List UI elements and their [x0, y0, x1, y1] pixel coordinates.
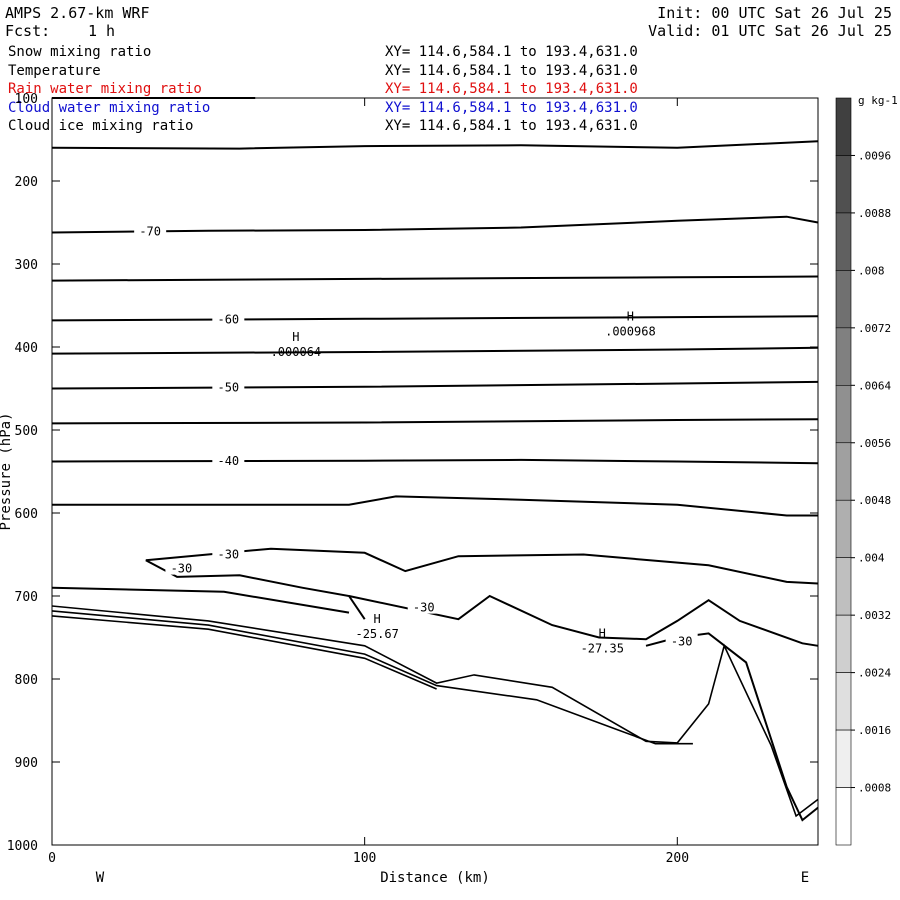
y-tick-label: 100 [15, 92, 38, 107]
terrain-line [51, 615, 437, 690]
contour-label: -40 [217, 454, 239, 468]
y-tick-label: 400 [15, 341, 38, 356]
y-tick-label: 700 [15, 590, 38, 605]
x-tick-label: 100 [353, 851, 376, 866]
x-axis-label: Distance (km) [380, 870, 490, 886]
east-label: E [801, 870, 809, 886]
contour-label: -30 [171, 562, 193, 576]
colorbar-tick-label: .0032 [858, 609, 891, 622]
colorbar-cell [835, 270, 852, 329]
y-tick-label: 800 [15, 673, 38, 688]
y-axis-label: Pressure (hPa) [0, 412, 14, 530]
colorbar-cell [835, 97, 852, 156]
field-xy-range: XY= 114.6,584.1 to 193.4,631.0 [385, 99, 638, 116]
high-value: .000968 [605, 324, 656, 338]
temperature-contour [348, 594, 819, 647]
temperature-contour [51, 140, 819, 150]
colorbar-cell [835, 672, 852, 731]
high-marker: H [292, 330, 299, 344]
y-tick-label: 300 [15, 258, 38, 273]
field-xy-range: XY= 114.6,584.1 to 193.4,631.0 [385, 81, 638, 97]
contour-label-bg [134, 223, 167, 238]
field-xy-range: XY= 114.6,584.1 to 193.4,631.0 [385, 118, 638, 134]
temperature-contour [51, 215, 819, 234]
colorbar-cell [835, 442, 852, 501]
init-time: Init: 00 UTC Sat 26 Jul 25 [657, 4, 892, 22]
y-tick-label: 900 [15, 756, 38, 771]
colorbar-tick-label: .0096 [858, 149, 891, 162]
colorbar-tick-label: .0072 [858, 322, 891, 335]
temperature-contour [145, 547, 819, 585]
high-marker: H [374, 612, 381, 626]
temperature-contour [51, 275, 819, 282]
colorbar-cell [835, 155, 852, 214]
forecast-value: 1 h [88, 22, 116, 40]
contour-label: -30 [413, 601, 435, 615]
temperature-contour [51, 586, 350, 614]
x-tick-label: 200 [666, 851, 689, 866]
plot-frame [51, 97, 819, 846]
colorbar-cell [835, 729, 852, 788]
colorbar-tick-label: .0064 [858, 379, 891, 392]
temperature-contour [52, 495, 818, 517]
terrain-line [51, 610, 693, 745]
contour-label: -50 [217, 381, 239, 395]
contour-label-bg [212, 546, 245, 561]
colorbar-cell [835, 614, 852, 673]
field-name: Cloud ice mixing ratio [8, 118, 194, 134]
contour-label: -70 [139, 225, 161, 239]
field-name: Temperature [8, 62, 101, 79]
y-tick-label: 1000 [7, 839, 38, 854]
contour-label: -60 [217, 313, 239, 327]
contour-label-bg [665, 633, 698, 648]
contour-label-bg [407, 599, 440, 614]
colorbar-tick-label: .0056 [858, 437, 891, 450]
valid-time: Valid: 01 UTC Sat 26 Jul 25 [648, 22, 892, 40]
terrain-line [51, 605, 819, 818]
field-name: Rain water mixing ratio [8, 81, 202, 97]
high-value: .000064 [271, 345, 322, 359]
contour-label-bg [212, 379, 245, 394]
colorbar-tick-label: .0088 [858, 207, 891, 220]
colorbar-cell [835, 385, 852, 444]
colorbar-tick-label: .0024 [858, 667, 891, 680]
contour-label-bg [212, 311, 245, 326]
high-marker: H [599, 626, 606, 640]
temperature-contour [51, 380, 819, 390]
colorbar-cell [835, 557, 852, 616]
contour-label: -30 [217, 548, 239, 562]
colorbar-units: g kg-1 [858, 94, 898, 107]
high-marker: H [627, 309, 634, 323]
field-name: Snow mixing ratio [8, 44, 152, 60]
contour-label: -30 [671, 635, 693, 649]
temperature-contour [51, 418, 819, 425]
field-xy-range: XY= 114.6,584.1 to 193.4,631.0 [385, 44, 638, 60]
model-title: AMPS 2.67-km WRF [5, 4, 150, 22]
temperature-contour [51, 315, 819, 322]
contour-label-bg [165, 560, 198, 575]
colorbar-cell [835, 499, 852, 558]
y-tick-label: 200 [15, 175, 38, 190]
y-tick-label: 600 [15, 507, 38, 522]
colorbar-cell [835, 212, 852, 271]
temperature-contour [51, 346, 819, 355]
colorbar-tick-label: .008 [858, 264, 885, 277]
high-value: -25.67 [355, 627, 398, 641]
y-tick-label: 500 [15, 424, 38, 439]
contour-label-bg [212, 453, 245, 468]
colorbar-tick-label: .0008 [858, 782, 891, 795]
x-tick-label: 0 [48, 851, 56, 866]
temperature-contour [51, 458, 819, 465]
colorbar-tick-label: .0016 [858, 724, 891, 737]
colorbar-cell [835, 327, 852, 386]
forecast-label: Fcst: [5, 22, 51, 40]
high-value: -27.35 [581, 641, 624, 655]
west-label: W [96, 870, 105, 886]
colorbar-cell [835, 787, 852, 846]
colorbar-tick-label: .0048 [858, 494, 891, 507]
field-xy-range: XY= 114.6,584.1 to 193.4,631.0 [385, 62, 638, 79]
field-name: Cloud water mixing ratio [8, 99, 211, 116]
colorbar-tick-label: .004 [858, 552, 885, 565]
